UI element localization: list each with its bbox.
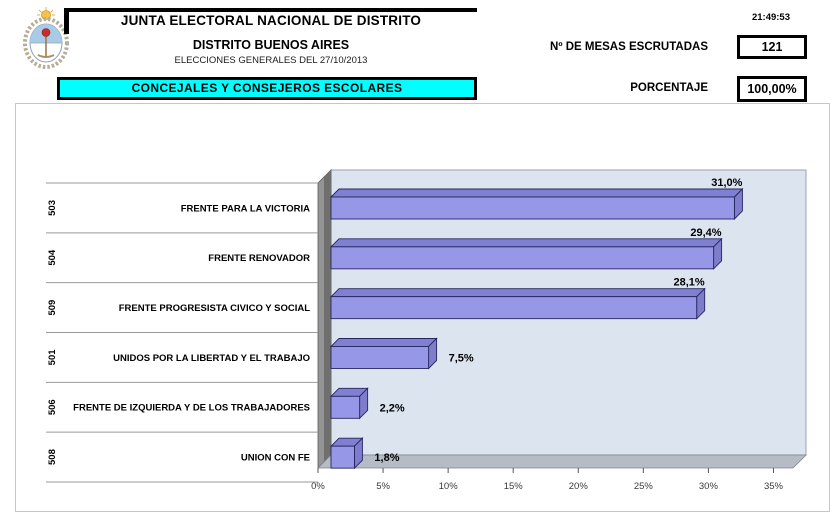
- bar: [330, 246, 715, 270]
- bar-value-label: 28,1%: [673, 277, 704, 289]
- coat-of-arms-logo: [23, 7, 69, 69]
- category-label: FRENTE PARA LA VICTORIA: [181, 203, 310, 214]
- bar: [330, 196, 735, 220]
- porcentaje-value: 100,00%: [737, 76, 807, 102]
- bar: [330, 346, 430, 369]
- category-banner: CONCEJALES Y CONSEJEROS ESCOLARES: [57, 77, 477, 100]
- bar-top-face: [329, 288, 706, 298]
- election-date-line: ELECCIONES GENERALES DEL 27/10/2013: [174, 55, 368, 66]
- category-label: FRENTE DE IZQUIERDA Y DE LOS TRABAJADORE…: [73, 403, 310, 414]
- sun-icon: [37, 7, 55, 20]
- party-code-label: 504: [47, 249, 58, 266]
- plot-floor: [317, 454, 807, 469]
- category-label: FRENTE RENOVADOR: [208, 253, 310, 264]
- party-code-label: 509: [47, 300, 58, 316]
- bar-top-face: [329, 188, 744, 198]
- bar-value-label: 2,2%: [380, 402, 405, 414]
- header-rule: [64, 8, 477, 12]
- category-label: UNIDOS POR LA LIBERTAD Y EL TRABAJO: [113, 353, 310, 364]
- header-rule-tick: [64, 8, 69, 34]
- x-axis-tick-label: 35%: [764, 481, 784, 492]
- x-axis-tick-label: 20%: [569, 481, 589, 492]
- bar-value-label: 31,0%: [711, 177, 742, 189]
- mesas-escrutadas-label: Nº DE MESAS ESCRUTADAS: [550, 41, 708, 53]
- porcentaje-label: PORCENTAJE: [630, 82, 708, 94]
- party-code-label: 508: [47, 449, 58, 465]
- bar-value-label: 1,8%: [374, 452, 399, 464]
- x-axis-tick-label: 5%: [376, 481, 390, 492]
- bar-top-face: [329, 238, 723, 248]
- bar-value-label: 7,5%: [449, 352, 474, 364]
- x-axis-tick-label: 10%: [439, 481, 459, 492]
- x-axis-tick-label: 15%: [504, 481, 524, 492]
- district-title: DISTRITO BUENOS AIRES: [192, 38, 350, 52]
- bar-value-label: 29,4%: [690, 227, 721, 239]
- timestamp: 21:49:53: [751, 12, 790, 23]
- x-axis-tick-label: 25%: [634, 481, 654, 492]
- party-code-label: 501: [47, 349, 58, 366]
- category-label: FRENTE PROGRESISTA CIVICO Y SOCIAL: [119, 303, 310, 314]
- party-code-label: 503: [47, 200, 58, 216]
- bar: [330, 296, 698, 320]
- chart-area-frame: [15, 103, 830, 512]
- x-axis-tick-label: 30%: [699, 481, 719, 492]
- mesas-escrutadas-value: 121: [737, 35, 807, 59]
- plot-sidewall-shade: [324, 170, 331, 462]
- party-code-label: 506: [47, 399, 58, 415]
- category-label: UNION CON FE: [241, 453, 310, 464]
- bar: [330, 395, 361, 419]
- page-title: JUNTA ELECTORAL NACIONAL DE DISTRITO: [120, 13, 422, 28]
- bar-top-face: [329, 338, 438, 347]
- bar: [330, 445, 355, 469]
- x-axis-tick-label: 0%: [311, 481, 325, 492]
